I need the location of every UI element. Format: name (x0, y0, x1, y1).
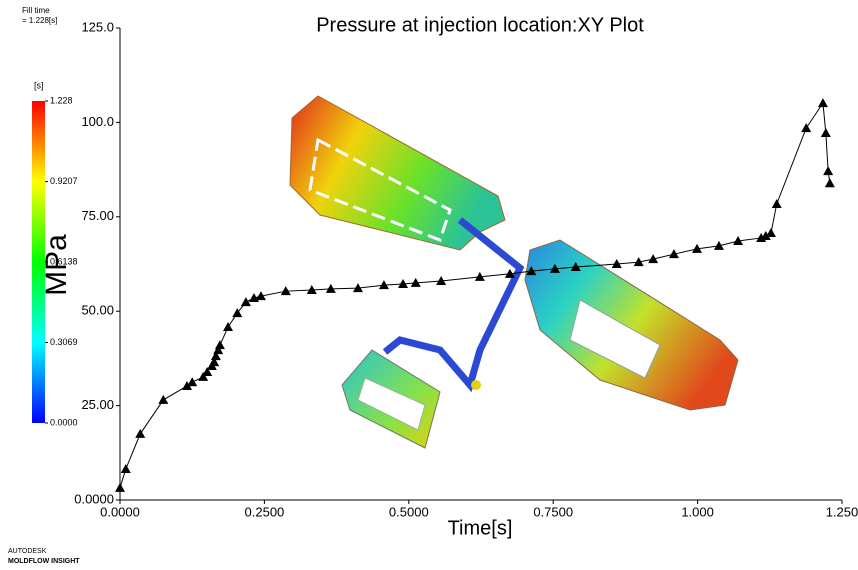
colorbar-tick-label: 0.6138 (50, 256, 78, 266)
colorbar-tick-label: 0.0000 (50, 417, 78, 427)
y-tick-label: 125.0 (81, 19, 114, 34)
y-tick-label: 50.00 (81, 303, 114, 318)
x-axis-label: Time[s] (448, 517, 513, 539)
data-point (223, 322, 234, 332)
model-illustration (289, 95, 739, 449)
data-point (824, 178, 835, 188)
data-point (526, 266, 537, 276)
x-tick-label: 0.7500 (533, 504, 573, 519)
colorbar-unit: [s] (34, 80, 44, 90)
colorbar (32, 101, 45, 423)
data-point (115, 482, 125, 492)
data-point (474, 271, 485, 281)
footer-product: MOLDFLOW INSIGHT (8, 558, 80, 565)
y-tick-label: 25.00 (81, 397, 114, 412)
data-point (765, 228, 776, 238)
data-point (325, 283, 336, 293)
data-point (209, 357, 220, 367)
y-axis-label: MPa (40, 234, 73, 296)
data-point (198, 371, 209, 381)
data-point (202, 366, 213, 376)
data-point (713, 240, 724, 250)
data-point (158, 394, 169, 404)
data-point (733, 235, 744, 245)
data-point (801, 123, 812, 133)
colorbar-tick-label: 0.3069 (50, 337, 78, 347)
data-point (648, 254, 659, 264)
data-point (240, 297, 251, 307)
header-line: = 1.228[s] (22, 16, 57, 25)
data-point (410, 277, 421, 287)
data-point (823, 166, 834, 176)
data-point (692, 243, 703, 253)
y-tick-label: 100.0 (81, 114, 114, 129)
data-point (820, 127, 831, 137)
data-point (213, 345, 224, 355)
colorbar-tick-label: 1.228 (50, 95, 73, 105)
data-line (119, 101, 831, 489)
colorbar-tick-label: 0.9207 (50, 176, 78, 186)
data-point (398, 279, 409, 289)
data-point (760, 231, 771, 241)
data-point (135, 428, 146, 438)
x-tick-label: 0.0000 (100, 504, 140, 519)
data-point (570, 262, 581, 272)
x-tick-label: 0.5000 (389, 504, 429, 519)
data-point (504, 268, 515, 278)
x-tick-label: 0.2500 (245, 504, 285, 519)
data-point (214, 340, 225, 350)
data-point (352, 283, 363, 293)
data-point (182, 380, 193, 390)
data-point (306, 285, 317, 295)
data-point (668, 249, 679, 259)
data-point (817, 98, 828, 108)
data-point (378, 280, 389, 290)
x-tick-label: 1.250 (826, 504, 858, 519)
data-point (633, 257, 644, 267)
data-point (549, 263, 560, 273)
data-point (187, 377, 198, 387)
data-point (210, 351, 221, 361)
footer-brand: AUTODESK (8, 548, 47, 555)
data-point (771, 198, 782, 208)
header-line: Fill time (22, 6, 50, 15)
data-point (120, 464, 131, 474)
y-tick-label: 75.00 (81, 208, 114, 223)
data-point (255, 291, 266, 301)
x-tick-label: 1.000 (681, 504, 714, 519)
data-point (436, 275, 447, 285)
data-point (280, 286, 291, 296)
data-point (232, 308, 243, 318)
data-point (611, 259, 622, 268)
chart-title: Pressure at injection location:XY Plot (316, 14, 644, 36)
y-tick-label: 0.0000 (74, 491, 114, 506)
